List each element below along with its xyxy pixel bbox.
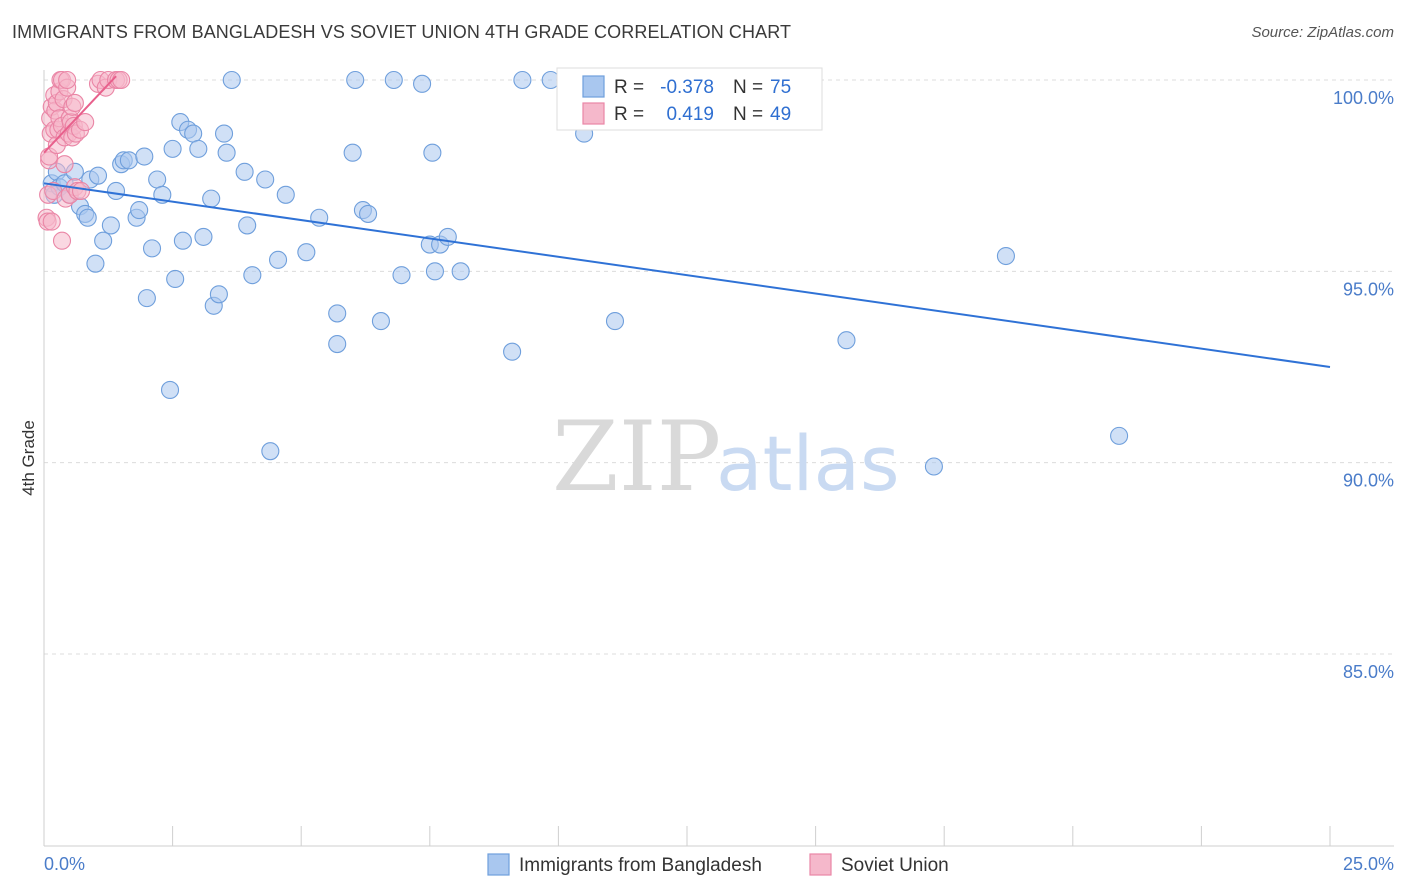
legend-r-label-1: R = [614,77,644,98]
legend-r-label-2: R = [614,104,644,125]
trend-line-soviet [43,75,117,154]
bangladesh-point-55 [359,204,378,223]
soviet-point-40 [76,113,95,132]
bangladesh-point-11 [86,254,105,273]
bottom-legend-swatch-soviet [809,853,832,876]
series-legend: Immigrants from Bangladesh Soviet Union [487,853,949,876]
series-soviet-points [37,70,131,250]
bangladesh-point-26 [160,380,180,400]
bangladesh-point-39 [217,143,236,162]
legend-n-label-2: N = [733,104,763,125]
bangladesh-point-32 [184,124,203,143]
legend-r-value-1: -0.378 [660,77,714,98]
bangladesh-point-15 [106,181,126,201]
bottom-legend-swatch-bangladesh [487,853,510,876]
bangladesh-point-22 [142,239,162,258]
bangladesh-point-30 [173,231,192,250]
y-axis-title: 4th Grade [19,420,38,496]
bangladesh-point-71 [837,331,856,350]
bangladesh-point-9 [78,208,97,227]
bangladesh-point-73 [996,246,1015,266]
bangladesh-point-23 [148,170,167,189]
soviet-point-39 [71,181,91,201]
bangladesh-point-59 [413,74,432,93]
y-tick-label-100: 100.0% [1333,88,1394,108]
bangladesh-point-51 [328,334,347,354]
legend-swatch-bangladesh [582,75,605,98]
bangladesh-point-34 [194,227,213,246]
chart-title: IMMIGRANTS FROM BANGLADESH VS SOVIET UNI… [12,22,792,42]
bangladesh-point-44 [256,170,275,189]
bangladesh-point-61 [423,143,442,162]
bangladesh-point-62 [425,262,444,281]
bottom-legend-label-bangladesh: Immigrants from Bangladesh [519,855,762,876]
bangladesh-point-38 [214,124,234,143]
bangladesh-point-67 [513,70,532,90]
bangladesh-point-42 [238,216,257,235]
legend-n-value-2: 49 [770,104,791,125]
bangladesh-point-72 [924,457,943,476]
soviet-point-35 [65,93,84,113]
bangladesh-point-66 [503,342,522,361]
x-axis-ticks [43,826,1331,846]
bangladesh-point-48 [297,243,316,262]
bangladesh-point-33 [189,139,208,158]
bangladesh-point-14 [101,216,120,235]
watermark-zip: ZIP [552,401,721,513]
legend-swatch-soviet [582,102,605,125]
bangladesh-point-40 [222,70,241,90]
soviet-point-26 [58,70,77,90]
bangladesh-point-37 [209,285,228,304]
bangladesh-point-18 [119,151,138,170]
bangladesh-point-25 [137,289,156,308]
soviet-point-47 [112,70,131,90]
watermark-atlas: atlas [716,419,900,508]
trend-line-bangladesh [43,182,1331,368]
soviet-point-48 [52,231,72,250]
source-label: Source: ZipAtlas.com [1251,24,1394,41]
bangladesh-point-41 [235,162,254,181]
bangladesh-point-53 [346,70,365,90]
bangladesh-point-56 [371,312,390,331]
y-tick-label-90: 90.0% [1343,471,1394,491]
bangladesh-point-47 [276,185,295,204]
bangladesh-point-45 [261,442,280,461]
bangladesh-point-28 [166,269,185,289]
bangladesh-point-27 [163,139,182,158]
legend-n-value-1: 75 [770,77,791,98]
correlation-legend: R = -0.378 N = 75 R = 0.419 N = 49 [556,67,823,131]
bangladesh-point-74 [1110,426,1129,445]
y-tick-label-95: 95.0% [1343,279,1394,299]
bangladesh-point-21 [135,147,154,166]
legend-r-value-2: 0.419 [666,104,714,125]
soviet-point-7 [42,212,61,231]
bottom-legend-label-soviet: Soviet Union [841,855,949,876]
bangladesh-point-20 [130,201,149,220]
soviet-point-22 [55,155,74,174]
bangladesh-point-52 [343,143,362,162]
bangladesh-point-50 [328,304,347,323]
bangladesh-point-13 [94,231,113,250]
bangladesh-point-65 [451,262,470,281]
y-tick-label-85: 85.0% [1343,662,1394,682]
bangladesh-point-12 [88,166,108,185]
y-axis-tick-labels: 85.0% 90.0% 95.0% 100.0% [1333,88,1394,682]
bangladesh-point-35 [202,189,221,208]
bangladesh-point-58 [392,266,411,285]
bangladesh-point-46 [269,250,288,269]
x-tick-label-min: 0.0% [44,854,85,874]
bangladesh-point-43 [243,266,262,285]
bangladesh-point-70 [605,312,625,331]
x-tick-label-max: 25.0% [1343,854,1394,874]
bangladesh-point-57 [384,70,403,90]
legend-n-label-1: N = [733,77,763,98]
